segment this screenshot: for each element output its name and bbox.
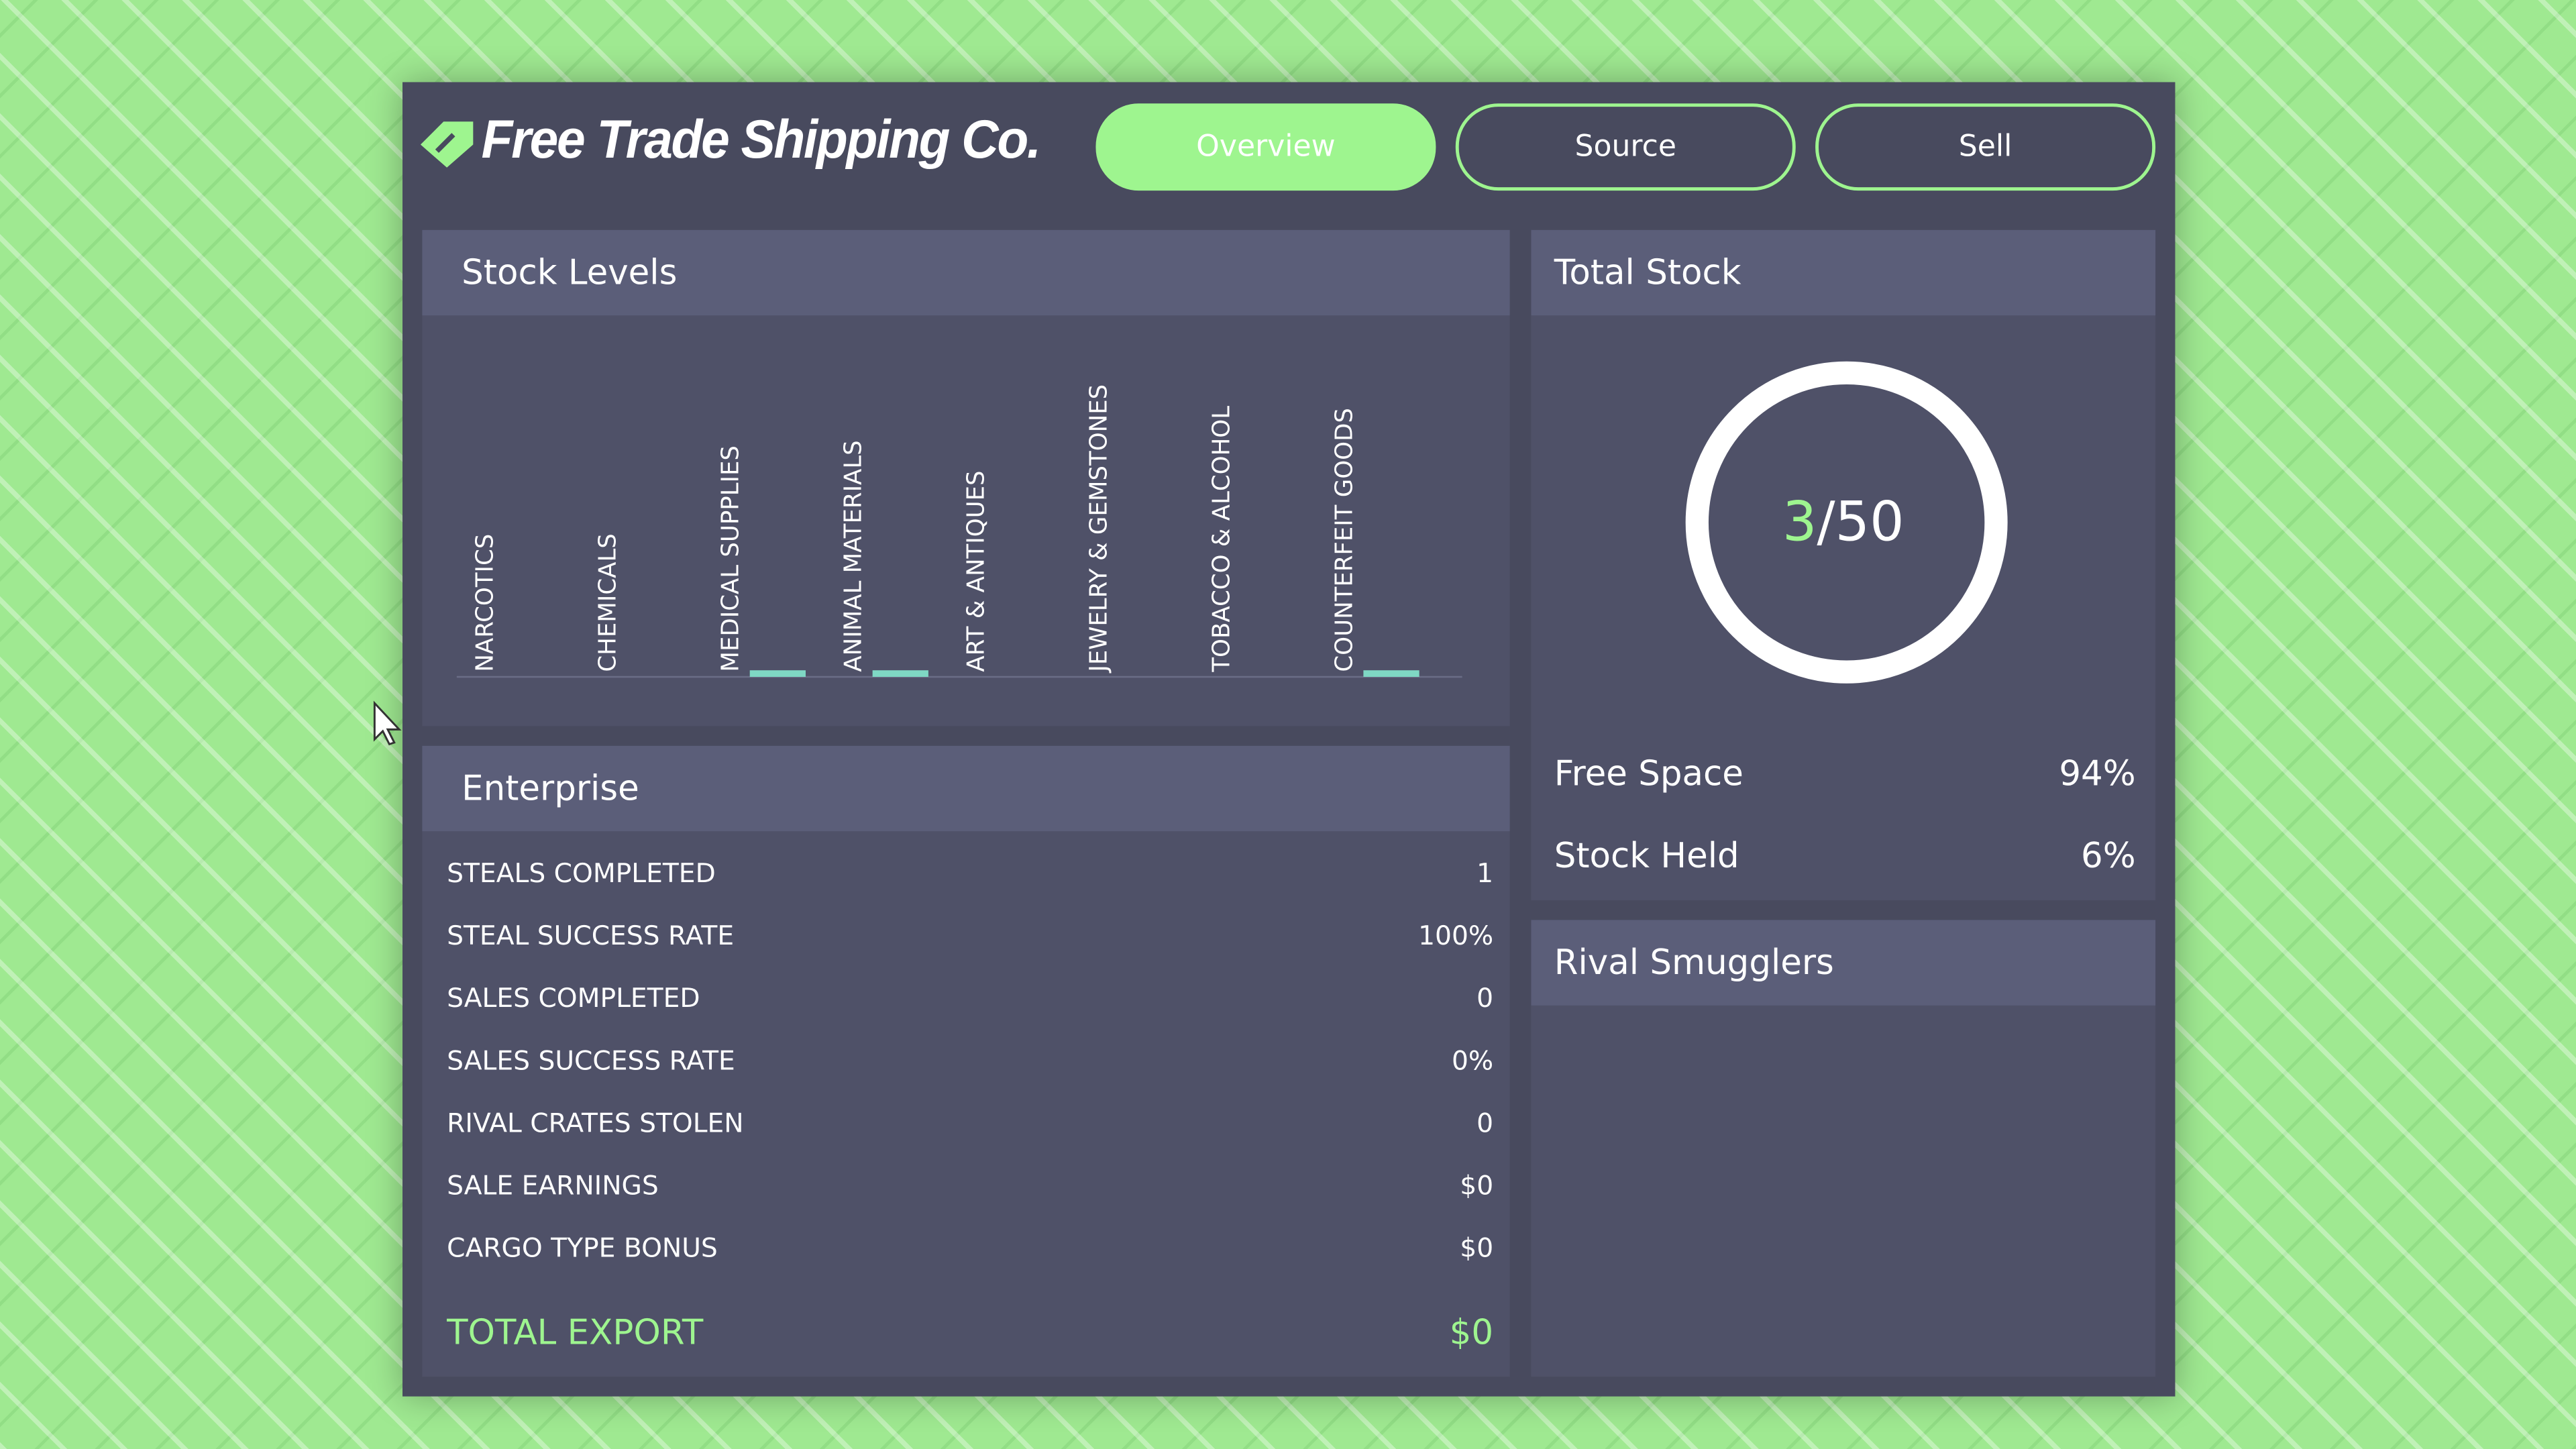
stock-levels-panel: Stock Levels NARCOTICS CHEMICALS MEDICAL S… [422, 229, 1510, 727]
stat-row: RIVAL CRATES STOLEN 0 [447, 1108, 1493, 1139]
stock-bar [749, 670, 806, 677]
rival-smugglers-panel: Rival Smugglers [1531, 920, 2156, 1377]
stat-row: SALES SUCCESS RATE 0% [447, 1045, 1493, 1077]
total-label: TOTAL EXPORT [447, 1312, 704, 1352]
tab-source[interactable]: Source [1455, 103, 1796, 191]
free-space-row: Free Space 94% [1554, 754, 2136, 794]
stat-row: STEAL SUCCESS RATE 100% [447, 920, 1493, 951]
total-stock-panel: Total Stock 3/50 Free Space 94% Stock Hel… [1531, 229, 2156, 901]
category-label: MEDICAL SUPPLIES [717, 445, 745, 672]
stat-value: $0 [1460, 1232, 1494, 1264]
row-value: 6% [2081, 836, 2136, 876]
stat-label: SALES COMPLETED [447, 982, 700, 1014]
stat-row: SALE EARNINGS $0 [447, 1170, 1493, 1201]
category-label: TOBACCO & ALCOHOL [1208, 406, 1235, 673]
stat-value: 0% [1451, 1044, 1494, 1077]
category-label: ART & ANTIQUES [962, 470, 989, 672]
app-title: Free Trade Shipping Co. [481, 108, 1042, 170]
stock-bar [872, 670, 928, 677]
stat-row: CARGO TYPE BONUS $0 [447, 1232, 1493, 1264]
panel-title: Enterprise [422, 745, 1510, 832]
stock-capacity: /50 [1817, 489, 1904, 554]
stat-label: SALES SUCCESS RATE [447, 1044, 735, 1077]
panel-title: Total Stock [1531, 229, 2156, 316]
stock-bar [1363, 670, 1419, 677]
category-label: CHEMICALS [594, 533, 622, 672]
panel-title: Stock Levels [422, 229, 1510, 316]
enterprise-panel: Enterprise STEALS COMPLETED 1 STEAL SUCCES… [422, 745, 1510, 1377]
stat-label: STEAL SUCCESS RATE [447, 920, 735, 951]
stock-held: 3 [1782, 489, 1817, 554]
stat-value: 0 [1477, 1107, 1494, 1139]
chart: NARCOTICS CHEMICALS MEDICAL SUPPLIES ANIMAL… [456, 384, 1462, 678]
row-label: Free Space [1554, 754, 1743, 794]
cursor [373, 700, 402, 746]
stat-row: SALES COMPLETED 0 [447, 982, 1493, 1014]
total-value: $0 [1449, 1312, 1494, 1352]
stat-label: CARGO TYPE BONUS [447, 1232, 718, 1264]
logo [420, 121, 474, 168]
stock-ring [1685, 361, 2008, 684]
category-label: JEWELRY & GEMSTONES [1085, 384, 1112, 674]
stat-label: RIVAL CRATES STOLEN [447, 1107, 744, 1139]
tab-sell[interactable]: Sell [1815, 103, 2156, 191]
stat-label: STEALS COMPLETED [447, 857, 716, 889]
stat-value: 100% [1418, 920, 1494, 951]
category-label: COUNTERFEIT GOODS [1330, 408, 1358, 672]
total-row: TOTAL EXPORT $0 [447, 1313, 1493, 1352]
stat-value: 1 [1477, 857, 1494, 889]
stat-value: 0 [1477, 982, 1494, 1014]
row-label: Stock Held [1554, 836, 1739, 876]
tab-overview[interactable]: Overview [1095, 103, 1436, 191]
stat-value: $0 [1460, 1169, 1494, 1201]
stat-row: STEALS COMPLETED 1 [447, 857, 1493, 889]
stock-held-row: Stock Held 6% [1554, 837, 2136, 876]
stat-label: SALE EARNINGS [447, 1169, 659, 1201]
panel-title: Rival Smugglers [1531, 920, 2156, 1006]
category-label: ANIMAL MATERIALS [840, 440, 867, 672]
stock-count: 3/50 [1531, 490, 2155, 554]
category-label: NARCOTICS [472, 534, 499, 672]
row-value: 94% [2059, 754, 2136, 794]
